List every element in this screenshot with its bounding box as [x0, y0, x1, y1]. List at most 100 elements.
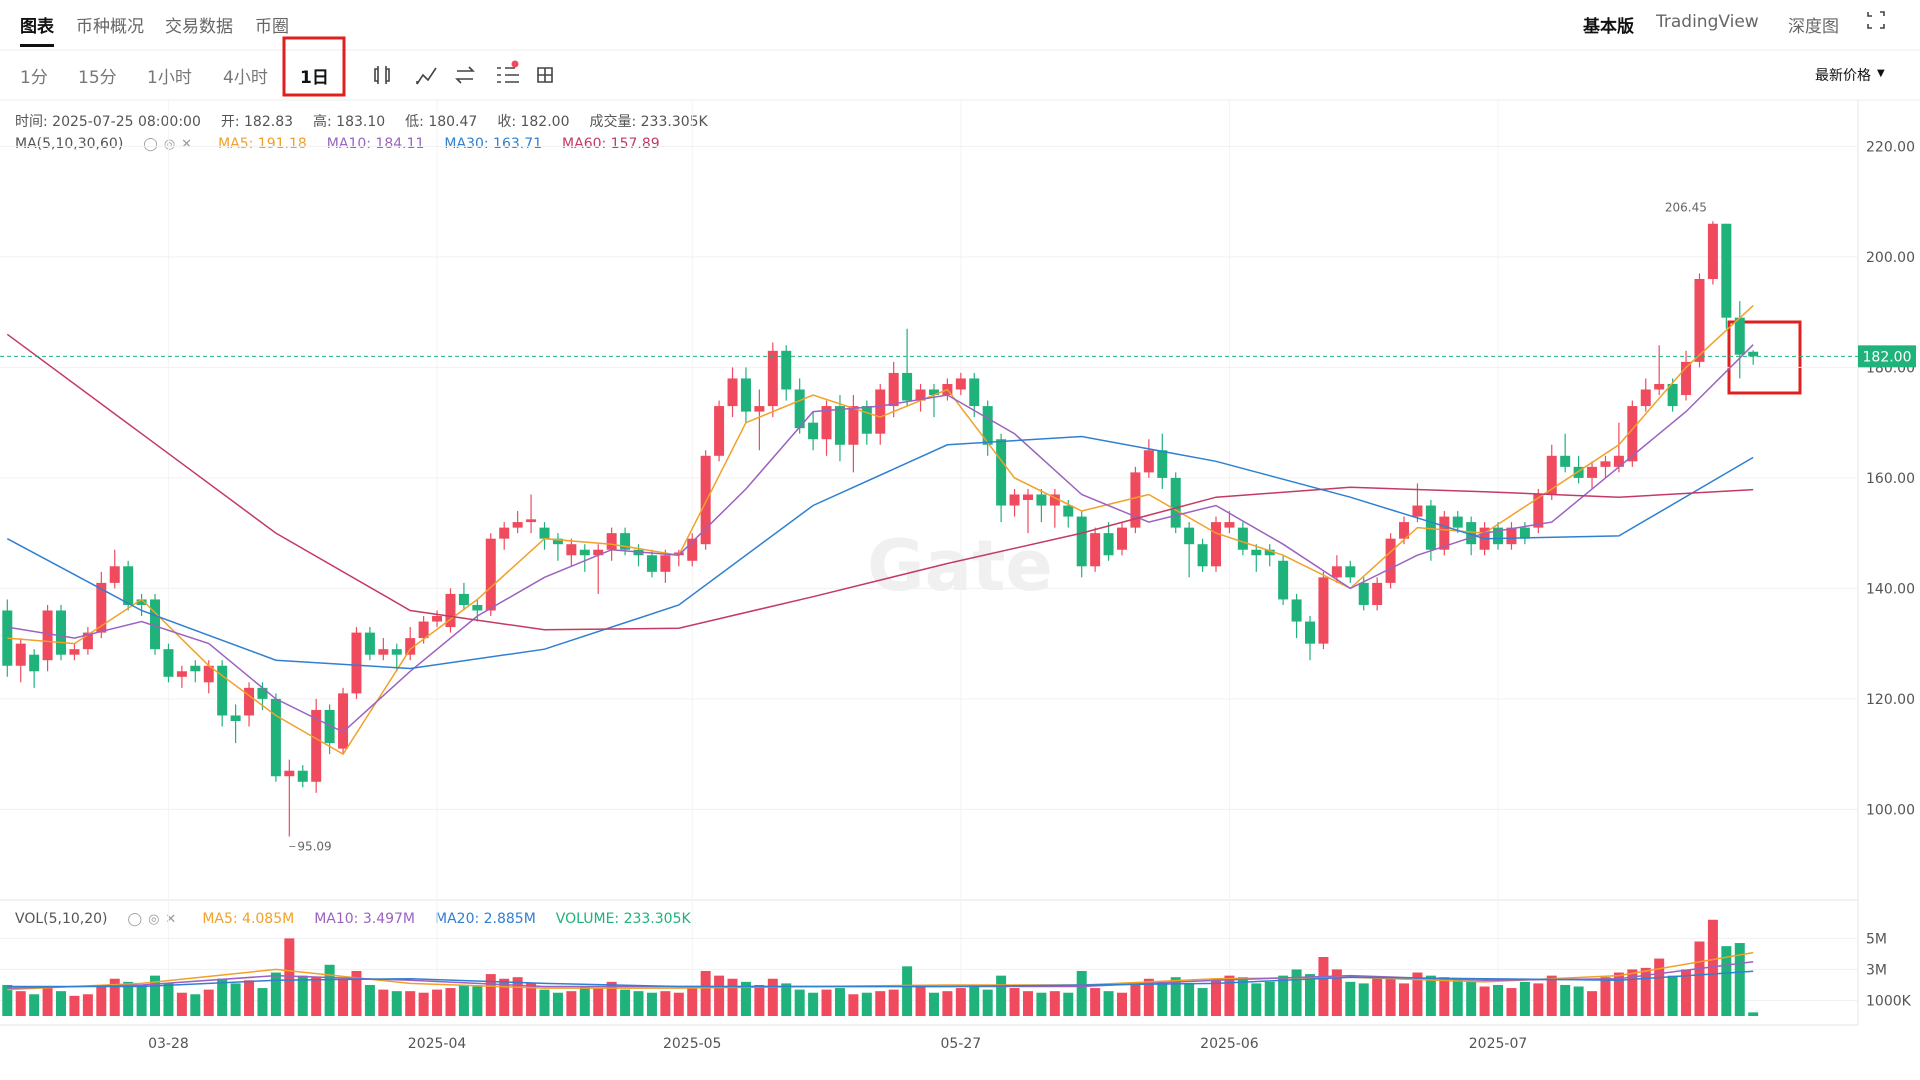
candle-body — [1667, 383, 1678, 407]
volume-bar — [660, 991, 671, 1016]
tab[interactable]: 图表 — [20, 17, 54, 37]
volume-bar — [1600, 977, 1611, 1016]
tab[interactable]: 交易数据 — [165, 17, 233, 37]
volume-bar — [324, 964, 335, 1016]
volume-bar — [1734, 943, 1745, 1016]
volume-bar — [56, 991, 67, 1016]
candle-body — [1170, 477, 1181, 528]
candle-body — [834, 406, 845, 445]
candle-icon[interactable] — [374, 66, 390, 84]
candle-body — [1560, 455, 1571, 467]
volume-bar — [176, 992, 187, 1016]
price-source-label: 最新价格 — [1815, 68, 1871, 84]
interval[interactable]: 1分 — [20, 68, 48, 88]
candle-body — [96, 582, 107, 633]
interval[interactable]: 1日 — [300, 68, 329, 88]
candle-body — [1305, 621, 1316, 644]
last-price-tag — [1858, 345, 1916, 368]
volume-bar — [1211, 978, 1221, 1016]
volume-bar — [915, 986, 926, 1016]
watermark: Gate — [867, 525, 1053, 607]
volume-bar — [1036, 992, 1047, 1016]
volume-bar — [1493, 984, 1504, 1016]
mode-tab[interactable]: 基本版 — [1583, 17, 1634, 37]
volume-bar — [458, 984, 469, 1016]
volume-bar — [1251, 983, 1262, 1016]
fullscreen-icon[interactable] — [1867, 11, 1885, 29]
volume-bar — [1345, 981, 1356, 1016]
candle-body — [29, 654, 40, 672]
volume-bar — [203, 989, 214, 1016]
volume-bar — [297, 975, 308, 1016]
candle-body — [1439, 516, 1450, 550]
candle-body — [593, 549, 604, 556]
volume-bar — [566, 991, 577, 1016]
candle-body — [1734, 317, 1745, 355]
active-tab-underline — [20, 44, 54, 47]
volume-bar — [606, 981, 617, 1016]
candle-body — [1493, 527, 1504, 545]
volume-bar — [150, 975, 161, 1016]
mode-tab[interactable]: TradingView — [1656, 12, 1759, 32]
candle-body — [700, 455, 711, 545]
volume-bar — [1049, 991, 1060, 1016]
candle-body — [646, 555, 657, 572]
volume-bar — [767, 978, 778, 1016]
volume-bar — [472, 986, 483, 1016]
price-source[interactable]: 最新价格 ▼ — [1815, 65, 1885, 85]
interval[interactable]: 1小时 — [147, 68, 192, 88]
volume-bar — [190, 994, 201, 1016]
layout-icon[interactable] — [537, 67, 553, 83]
volume-bar — [1305, 974, 1316, 1016]
tab[interactable]: 币种概况 — [76, 17, 144, 37]
candle-body — [1412, 505, 1423, 517]
candle-body — [928, 389, 939, 396]
mode-tab[interactable]: 深度图 — [1788, 17, 1839, 37]
candle-body — [42, 610, 53, 661]
volume-bar — [284, 938, 295, 1016]
legend-icons: ◯◎✕ — [127, 911, 183, 927]
candle-body — [176, 671, 187, 677]
interval[interactable]: 15分 — [78, 68, 117, 88]
candle-body — [754, 406, 765, 412]
candle-body — [1278, 560, 1289, 600]
volume-bar — [1587, 991, 1598, 1016]
settings-icon[interactable] — [497, 67, 519, 83]
vol-legend-item: MA5: 4.085M — [202, 911, 295, 927]
interval[interactable]: 4小时 — [223, 68, 268, 88]
candle-body — [875, 389, 886, 434]
candle-body — [1694, 279, 1705, 362]
volume-bar — [432, 989, 443, 1016]
candle-body — [1587, 466, 1598, 478]
candle-body — [1385, 538, 1396, 583]
volume-bar — [1009, 988, 1020, 1016]
volume-bar — [1331, 969, 1342, 1016]
volume-bar — [1291, 969, 1302, 1016]
indicator-icon[interactable] — [416, 67, 437, 85]
ma-line — [7, 951, 1754, 991]
volume-legend: VOLUME: 233.305K — [555, 911, 691, 927]
vol-legend: VOL(5,10,20) ◯◎✕ MA5: 4.085M MA10: 3.497M MA… — [15, 911, 691, 927]
info-item: 收: 182.00 — [497, 114, 570, 130]
candle-body — [324, 709, 335, 744]
info-item: 高: 183.10 — [313, 114, 386, 130]
volume-bar — [163, 983, 174, 1016]
candle-body — [56, 610, 67, 655]
volume-bar — [2, 984, 13, 1016]
candle-body — [955, 378, 966, 390]
volume-bar — [1224, 975, 1235, 1016]
volume-bar — [633, 991, 644, 1016]
volume-bar — [1090, 988, 1101, 1016]
volume-bar — [1506, 988, 1517, 1016]
candle-body — [767, 350, 778, 407]
compare-icon[interactable] — [455, 66, 475, 84]
volume-bar — [1103, 991, 1114, 1016]
tab[interactable]: 币圈 — [255, 17, 289, 37]
volume-bar — [364, 984, 375, 1016]
candle-body — [808, 422, 819, 440]
vol-legend-item: MA20: 2.885M — [435, 911, 536, 927]
ma-legend: MA(5,10,30,60) ◯◎✕ MA5: 191.18 MA10: 184.11… — [15, 136, 660, 152]
volume-bar — [1681, 969, 1692, 1016]
x-tick-label: 2025-07 — [1469, 1036, 1528, 1052]
candle-body — [1036, 494, 1047, 506]
